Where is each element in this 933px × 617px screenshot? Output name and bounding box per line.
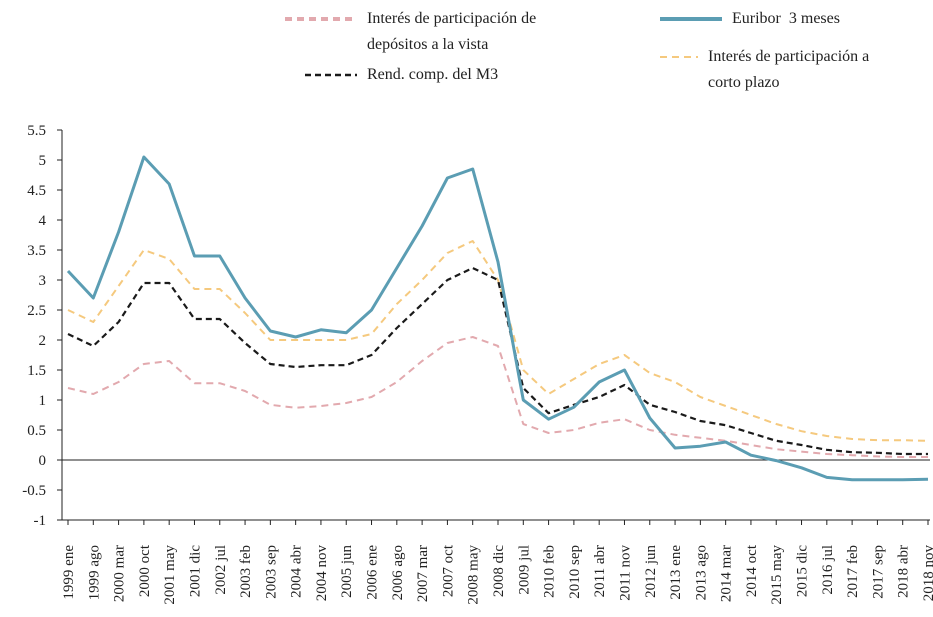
x-tick-label: 2017 sep — [870, 545, 886, 599]
x-tick-label: 2001 may — [162, 545, 178, 605]
y-tick-label: 1.5 — [27, 363, 46, 379]
x-tick-label: 2016 jul — [820, 545, 836, 595]
legend-label: Euribor 3 meses — [732, 10, 840, 27]
legend-item: Interés de participación a corto plazo — [660, 44, 920, 96]
legend-label: Interés de participación a corto plazo — [708, 48, 870, 91]
x-tick-label: 2010 sep — [567, 545, 583, 599]
legend-item: Rend. comp. del M3 — [305, 62, 585, 88]
x-tick-label: 1999 ene — [61, 545, 77, 600]
y-tick-label: 2 — [39, 333, 47, 349]
x-tick-label: 2013 ene — [668, 545, 684, 600]
legend-swatch — [660, 56, 698, 58]
x-tick-label: 2000 oct — [137, 544, 153, 597]
x-tick-label: 2011 nov — [617, 545, 633, 601]
x-tick-label: 2014 mar — [719, 545, 735, 602]
x-tick-label: 1999 ago — [86, 545, 102, 600]
series-line — [67, 240, 929, 442]
y-tick-label: 0.5 — [27, 423, 46, 439]
x-tick-label: 2008 may — [466, 545, 482, 605]
x-tick-label: 2007 mar — [415, 545, 431, 602]
x-tick-label: 2018 nov — [921, 545, 933, 602]
y-tick-label: 3 — [39, 273, 47, 289]
legend-label: Interés de participación de depósitos a … — [367, 10, 537, 53]
x-tick-label: 2010 feb — [542, 545, 558, 598]
x-tick-label: 2009 jul — [516, 545, 532, 595]
y-tick-label: 2.5 — [27, 303, 46, 319]
y-tick-label: 5.5 — [27, 123, 46, 139]
x-tick-label: 2012 jun — [643, 545, 659, 598]
legend-swatch — [305, 73, 357, 77]
y-tick-label: 1 — [39, 393, 47, 409]
x-tick-label: 2007 oct — [440, 544, 456, 597]
y-tick-label: -0.5 — [22, 483, 46, 499]
x-tick-label: 2001 dic — [187, 545, 203, 597]
x-tick-label: 2006 ago — [390, 545, 406, 600]
x-tick-label: 2015 dic — [795, 545, 811, 597]
series-line — [67, 336, 928, 458]
x-tick-label: 2017 feb — [845, 545, 861, 598]
legend-label: Rend. comp. del M3 — [367, 66, 499, 83]
x-tick-label: 2006 ene — [365, 545, 381, 600]
x-tick-label: 2013 ago — [693, 545, 709, 600]
legend-item: Euribor 3 meses — [660, 6, 920, 32]
legend-swatch — [660, 17, 722, 21]
x-tick-label: 2000 mar — [112, 545, 128, 602]
x-tick-label: 2008 dic — [491, 545, 507, 597]
x-tick-label: 2003 sep — [263, 545, 279, 599]
x-tick-label: 2011 abr — [592, 545, 608, 597]
x-tick-label: 2014 oct — [744, 544, 760, 597]
y-tick-label: 4.5 — [27, 183, 46, 199]
x-tick-label: 2018 abr — [896, 545, 912, 598]
x-tick-label: 2003 feb — [238, 545, 254, 598]
legend-item: Interés de participación de depósitos a … — [285, 6, 585, 58]
series-line — [67, 266, 928, 456]
x-tick-label: 2002 jul — [213, 545, 229, 595]
series-line — [66, 155, 929, 482]
x-tick-label: 2004 nov — [314, 545, 330, 602]
y-tick-label: -1 — [34, 513, 47, 529]
y-tick-label: 0 — [39, 453, 47, 469]
y-tick-label: 3.5 — [27, 243, 46, 259]
x-tick-label: 2005 jun — [339, 545, 355, 598]
x-tick-label: 2015 may — [769, 545, 785, 605]
y-tick-label: 4 — [39, 213, 47, 229]
legend-swatch — [285, 17, 357, 21]
x-tick-label: 2004 abr — [289, 545, 305, 598]
y-tick-label: 5 — [39, 153, 47, 169]
